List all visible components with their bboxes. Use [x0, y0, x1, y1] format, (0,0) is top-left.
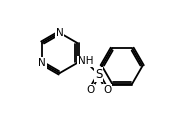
- Text: S: S: [95, 68, 102, 81]
- Text: O: O: [86, 84, 94, 95]
- Text: N: N: [56, 28, 63, 38]
- Text: O: O: [103, 84, 111, 95]
- Text: N: N: [38, 58, 46, 68]
- Text: NH: NH: [78, 56, 93, 66]
